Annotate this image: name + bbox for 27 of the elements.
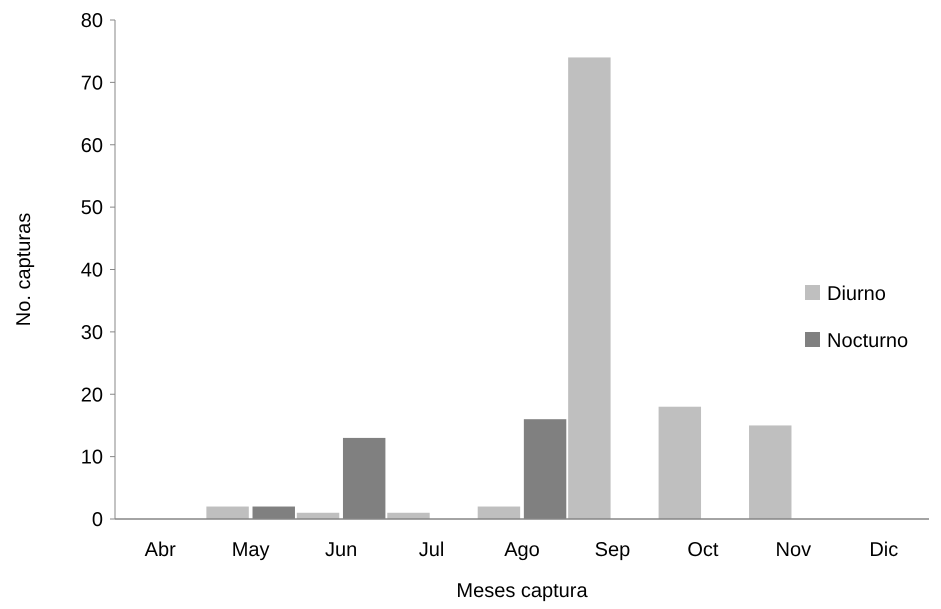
x-tick-label: Jul — [418, 539, 444, 561]
y-tick-label: 10 — [80, 446, 103, 469]
x-tick-label: Sep — [594, 539, 630, 561]
y-tick-label: 60 — [80, 134, 103, 157]
y-tick-label: 80 — [80, 10, 103, 32]
y-axis-title: No. capturas — [13, 212, 35, 326]
y-tick-label: 30 — [80, 322, 103, 344]
bar — [658, 406, 702, 519]
bar — [749, 425, 792, 519]
y-tick-label: 70 — [80, 72, 103, 94]
bar — [206, 506, 249, 519]
x-tick-label: Nov — [776, 539, 812, 561]
x-tick-label: Jun — [324, 539, 358, 561]
x-tick-label: Ago — [504, 539, 540, 561]
x-tick-label: Abr — [144, 539, 176, 561]
y-tick-label: 0 — [92, 509, 103, 531]
x-axis-title: Meses captura — [456, 580, 588, 602]
x-tick-label: May — [232, 539, 270, 561]
x-tick-label: Dic — [869, 539, 898, 561]
y-tick-label: 40 — [80, 260, 103, 282]
y-tick-label: 20 — [80, 384, 103, 406]
legend-label: Diurno — [827, 283, 886, 305]
legend-label: Nocturno — [827, 330, 908, 352]
x-tick-label: Oct — [687, 539, 719, 561]
bar — [478, 506, 520, 519]
y-tick-label: 50 — [80, 197, 103, 220]
bar — [568, 57, 611, 519]
